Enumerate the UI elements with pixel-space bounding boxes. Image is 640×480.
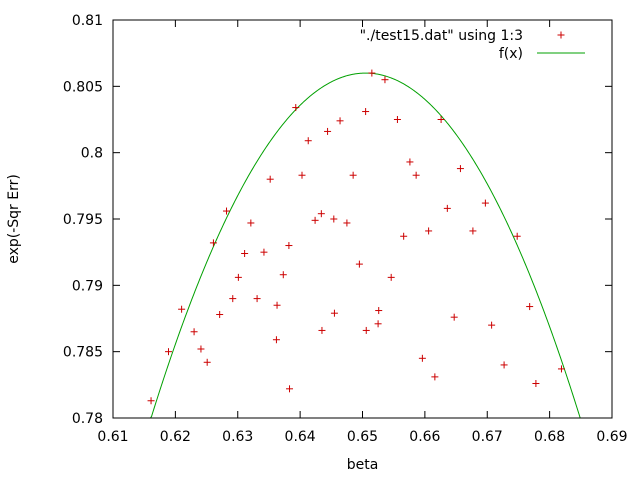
x-tick-label: 0.65 (347, 429, 378, 445)
data-point (330, 215, 338, 223)
data-point (488, 321, 496, 329)
data-point (500, 361, 508, 369)
x-axis-label: beta (347, 457, 379, 473)
data-point (286, 385, 294, 393)
y-axis-label: exp(-Sqr Err) (6, 174, 22, 264)
legend-label-curve: f(x) (499, 46, 523, 62)
data-point (234, 273, 242, 281)
data-point (393, 116, 401, 123)
data-point (526, 303, 534, 311)
data-point (381, 76, 389, 84)
data-point (273, 301, 281, 309)
data-points-layer (147, 69, 565, 405)
data-point (362, 108, 370, 116)
data-point (425, 227, 433, 235)
y-tick-label: 0.81 (72, 13, 103, 29)
data-point (197, 345, 205, 353)
data-point (481, 199, 489, 207)
data-point (355, 260, 363, 268)
data-point (216, 311, 224, 319)
data-point (374, 320, 382, 328)
data-point (223, 207, 231, 215)
data-point (292, 104, 300, 112)
data-point (387, 273, 395, 281)
data-point (368, 69, 376, 77)
data-point (311, 216, 319, 224)
data-point (165, 348, 173, 356)
data-point (304, 137, 312, 145)
x-tick-label: 0.61 (97, 429, 128, 445)
data-point (285, 242, 293, 250)
x-axis-ticks: 0.61 0.62 0.63 0.64 0.65 0.66 0.67 0.68 0.69 (97, 20, 628, 445)
x-tick-label: 0.66 (409, 429, 440, 445)
data-point (260, 248, 268, 256)
data-point (203, 358, 211, 366)
y-tick-label: 0.785 (63, 345, 103, 361)
y-tick-label: 0.805 (63, 79, 103, 95)
data-point (272, 336, 280, 344)
data-point (147, 397, 155, 405)
data-point (456, 165, 464, 173)
x-tick-label: 0.63 (222, 429, 253, 445)
data-point (330, 309, 338, 317)
data-point (431, 373, 439, 381)
data-point (375, 307, 383, 315)
data-point (400, 232, 408, 240)
data-point (318, 326, 326, 334)
data-point (266, 175, 274, 183)
data-point (178, 305, 186, 313)
y-axis-ticks: 0.78 0.785 0.79 0.795 0.8 0.805 0.81 (63, 13, 612, 427)
data-point (532, 380, 540, 388)
y-tick-label: 0.8 (81, 146, 103, 162)
data-point (437, 116, 445, 123)
legend-swatch-points (557, 31, 565, 39)
y-tick-label: 0.78 (72, 411, 103, 427)
data-point (406, 158, 414, 166)
x-tick-label: 0.68 (534, 429, 565, 445)
data-point (229, 295, 237, 303)
data-point (209, 239, 217, 247)
data-point (343, 219, 351, 227)
data-point (557, 365, 565, 373)
plot-frame (112, 19, 613, 419)
legend: "./test15.dat" using 1:3 f(x) (360, 28, 585, 62)
data-point (190, 328, 198, 336)
data-point (241, 249, 249, 257)
x-tick-label: 0.69 (596, 429, 627, 445)
data-point (253, 295, 261, 303)
x-tick-label: 0.62 (160, 429, 191, 445)
data-point (443, 204, 451, 212)
y-tick-label: 0.795 (63, 212, 103, 228)
data-point (324, 127, 332, 135)
data-point (317, 210, 325, 218)
data-point (247, 219, 255, 227)
data-point (298, 171, 306, 179)
data-point (349, 171, 357, 179)
legend-label-points: "./test15.dat" using 1:3 (360, 28, 523, 44)
data-point (362, 326, 370, 334)
x-tick-label: 0.64 (285, 429, 316, 445)
data-point (412, 171, 420, 179)
legend-point-marker (557, 31, 565, 39)
x-tick-label: 0.67 (472, 429, 503, 445)
data-point (450, 313, 458, 321)
y-tick-label: 0.79 (72, 278, 103, 294)
data-point (279, 271, 287, 279)
fit-curve-layer (147, 72, 581, 419)
data-point (513, 232, 521, 240)
data-point (336, 117, 344, 125)
fit-curve-line (147, 72, 581, 419)
data-point (418, 354, 426, 362)
data-point (469, 227, 477, 235)
